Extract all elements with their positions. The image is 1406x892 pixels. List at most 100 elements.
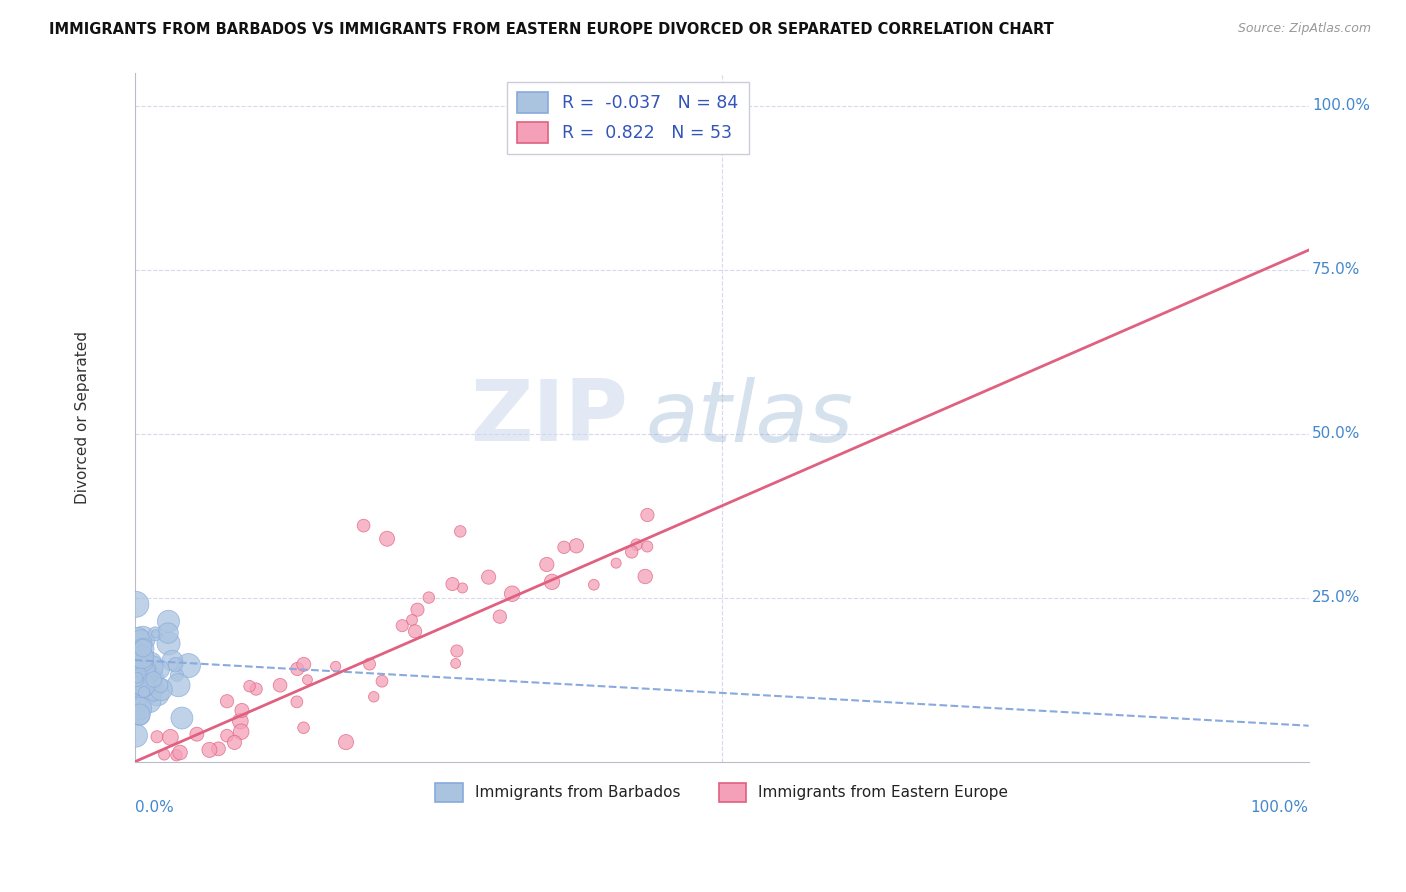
Point <box>129 665 152 680</box>
Point <box>353 518 375 533</box>
Point <box>128 708 150 723</box>
Point <box>134 674 156 689</box>
Text: ZIP: ZIP <box>470 376 627 458</box>
Point <box>129 653 152 667</box>
Point <box>238 679 260 693</box>
Point <box>125 692 148 706</box>
Text: 100.0%: 100.0% <box>1251 799 1309 814</box>
Point <box>157 636 180 650</box>
Point <box>132 632 155 646</box>
Point <box>157 626 180 640</box>
Point <box>132 685 155 699</box>
Point <box>451 581 474 595</box>
Point <box>143 677 166 691</box>
Point <box>626 538 648 552</box>
Point <box>634 569 657 583</box>
Point <box>229 714 252 728</box>
Point <box>128 659 150 673</box>
Point <box>146 688 169 702</box>
Point <box>325 659 347 673</box>
Point <box>131 671 153 685</box>
Point <box>136 666 159 681</box>
Text: 25.0%: 25.0% <box>1312 591 1361 606</box>
Point <box>620 545 643 559</box>
Point <box>565 539 588 553</box>
Point <box>541 574 564 589</box>
Point <box>207 741 229 756</box>
Point <box>391 618 413 632</box>
Point <box>131 681 153 695</box>
Point <box>186 727 208 741</box>
Point <box>159 731 181 745</box>
Point <box>245 681 267 696</box>
Point <box>446 644 468 658</box>
Point <box>150 682 173 697</box>
Point <box>132 641 155 656</box>
Point <box>231 724 253 739</box>
Point <box>292 721 315 735</box>
Point <box>167 678 190 692</box>
Point <box>605 556 627 570</box>
Point <box>132 655 155 669</box>
Point <box>135 649 157 664</box>
Point <box>406 602 429 616</box>
Point <box>125 657 148 672</box>
Point <box>285 695 308 709</box>
Point <box>170 711 193 725</box>
Point <box>136 664 159 678</box>
Point <box>125 707 148 722</box>
Point <box>127 671 149 685</box>
Point <box>285 662 308 676</box>
Point <box>139 686 162 700</box>
Point <box>297 673 319 687</box>
Legend: Immigrants from Barbados, Immigrants from Eastern Europe: Immigrants from Barbados, Immigrants fro… <box>427 775 1017 809</box>
Point <box>131 650 153 665</box>
Point <box>489 609 512 624</box>
Point <box>215 729 238 743</box>
Point <box>139 661 162 675</box>
Point <box>125 650 148 665</box>
Text: 75.0%: 75.0% <box>1312 262 1361 277</box>
Point <box>132 651 155 665</box>
Point <box>335 735 357 749</box>
Point <box>125 690 148 705</box>
Point <box>418 591 440 605</box>
Point <box>128 651 150 665</box>
Point <box>142 686 165 700</box>
Point <box>401 613 423 627</box>
Point <box>359 657 381 671</box>
Point <box>139 694 162 708</box>
Point <box>132 642 155 657</box>
Point <box>142 671 165 685</box>
Point <box>134 648 156 663</box>
Point <box>375 532 398 546</box>
Point <box>135 673 157 687</box>
Point <box>441 577 464 591</box>
Point <box>134 646 156 660</box>
Text: 0.0%: 0.0% <box>135 799 173 814</box>
Point <box>501 587 523 601</box>
Point <box>536 558 558 572</box>
Point <box>132 679 155 693</box>
Point <box>198 743 221 757</box>
Text: Source: ZipAtlas.com: Source: ZipAtlas.com <box>1237 22 1371 36</box>
Point <box>145 627 167 641</box>
Point <box>132 678 155 692</box>
Point <box>125 729 148 743</box>
Point <box>478 570 501 584</box>
Point <box>582 578 605 592</box>
Point <box>142 676 165 690</box>
Point <box>292 657 315 672</box>
Point <box>149 663 172 677</box>
Point <box>129 662 152 676</box>
Point <box>128 695 150 709</box>
Point <box>125 680 148 694</box>
Point <box>449 524 471 539</box>
Point <box>141 674 163 689</box>
Point <box>135 667 157 681</box>
Text: Divorced or Separated: Divorced or Separated <box>75 331 90 504</box>
Point <box>128 707 150 722</box>
Point <box>134 681 156 695</box>
Point <box>127 697 149 711</box>
Point <box>125 646 148 660</box>
